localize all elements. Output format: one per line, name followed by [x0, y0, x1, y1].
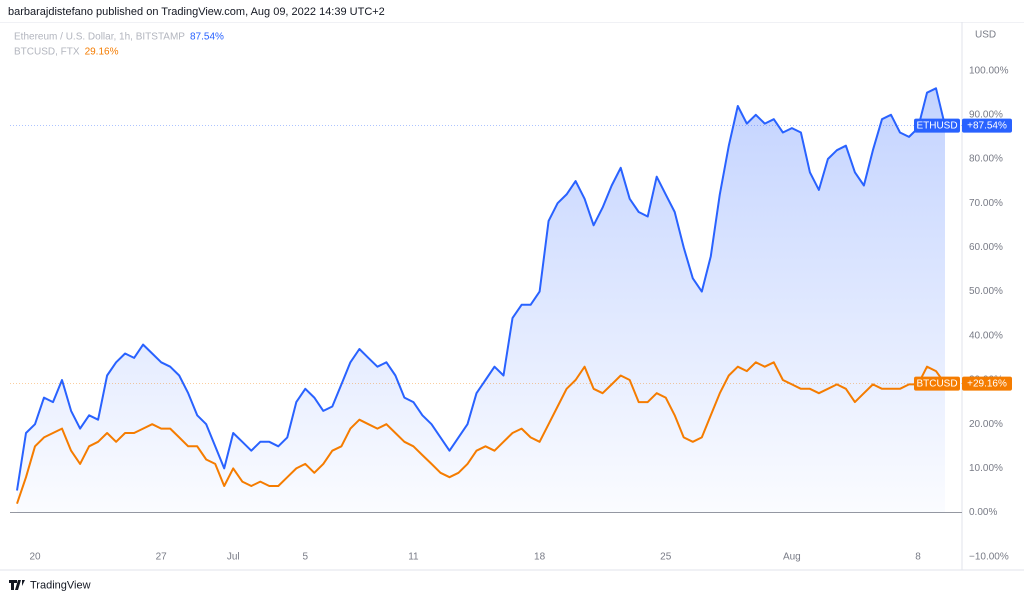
x-tick-label: Aug	[783, 552, 801, 563]
tag-box	[914, 376, 960, 391]
legend-name: Ethereum / U.S. Dollar, 1h, BITSTAMP	[14, 32, 185, 43]
legend-value: 29.16%	[85, 47, 119, 58]
header: barbarajdistefano published on TradingVi…	[8, 6, 385, 18]
logo	[9, 580, 25, 590]
tag-box	[914, 118, 960, 133]
area	[17, 88, 945, 513]
footer-text: TradingView	[30, 579, 91, 591]
price-box	[962, 118, 1012, 133]
plot	[10, 87, 962, 514]
line	[16, 87, 946, 491]
x-tick-label: Jul	[227, 552, 240, 563]
y-tick-label: 90.00%	[969, 109, 1003, 120]
header-rule	[0, 22, 1024, 23]
tag-label: BTCUSD	[916, 378, 957, 389]
y-tick-label: 0.00%	[969, 507, 997, 518]
x-tick-label: 11	[408, 552, 419, 563]
x-tick-label: 18	[534, 552, 546, 563]
y-axis-title: USD	[975, 30, 996, 41]
footer: TradingView	[9, 579, 91, 591]
price-box	[962, 376, 1012, 391]
x-tick-label: 27	[156, 552, 168, 563]
y-tick-label: 40.00%	[969, 330, 1003, 341]
legend-value: 87.54%	[190, 32, 224, 43]
tag-label: ETHUSD	[916, 120, 957, 131]
y-tick-label: 70.00%	[969, 198, 1003, 209]
x-tick-label: 5	[303, 552, 309, 563]
y-tick-label: 80.00%	[969, 154, 1003, 165]
y-tick-label: 60.00%	[969, 242, 1003, 253]
price-label: +29.16%	[967, 378, 1007, 389]
y-tick-label: 10.00%	[969, 463, 1003, 474]
y-tick-label: 100.00%	[969, 65, 1009, 76]
y-tick-label: 50.00%	[969, 286, 1003, 297]
x-tick-label: 25	[660, 552, 672, 563]
x-tick-label: 8	[915, 552, 921, 563]
y-tick-label: −10.00%	[969, 551, 1009, 562]
y-tick-label: 20.00%	[969, 419, 1003, 430]
legend: Ethereum / U.S. Dollar, 1h, BITSTAMP 87.5…	[14, 32, 224, 58]
price-label: +87.54%	[967, 120, 1007, 131]
legend-name: BTCUSD, FTX	[14, 47, 80, 58]
x-tick-label: 20	[29, 552, 41, 563]
